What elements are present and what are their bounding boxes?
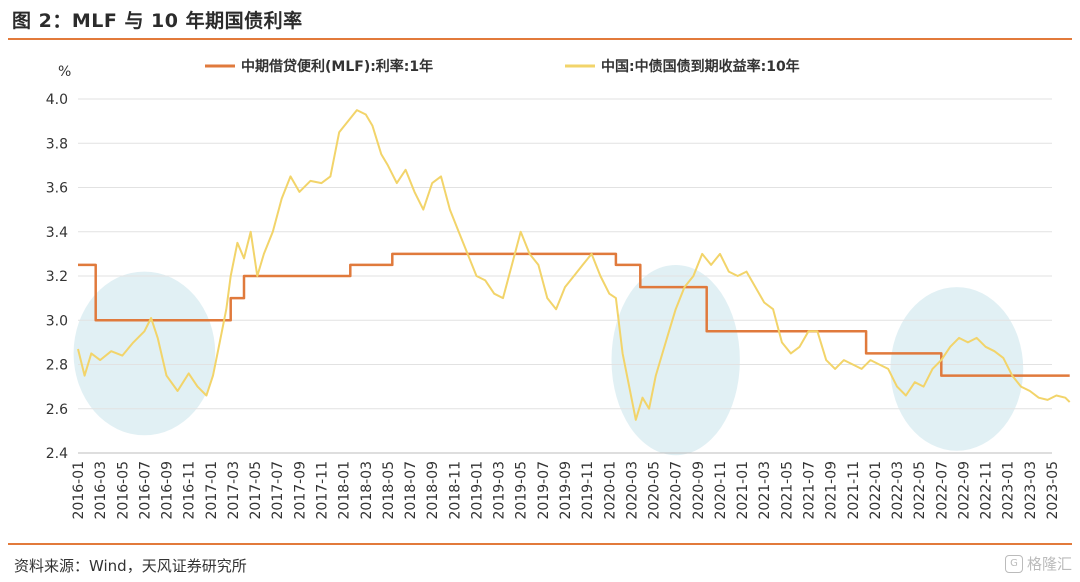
x-tick-label: 2022-09 (956, 461, 972, 520)
y-tick-label: 3.8 (46, 136, 68, 152)
y-tick-label: 3.4 (46, 225, 68, 241)
bottom-rule (8, 543, 1072, 545)
x-tick-label: 2016-09 (160, 461, 176, 520)
x-tick-label: 2020-07 (669, 461, 685, 520)
x-tick-label: 2017-09 (292, 461, 308, 520)
x-tick-label: 2018-01 (337, 461, 353, 520)
figure-title: 图 2：MLF 与 10 年期国债利率 (12, 10, 303, 32)
top-rule (8, 38, 1072, 40)
x-tick-label: 2020-11 (713, 461, 729, 520)
x-tick-label: 2022-07 (934, 461, 950, 520)
x-tick-label: 2016-07 (137, 461, 153, 520)
x-tick-label: 2017-01 (204, 461, 220, 520)
x-tick-label: 2018-05 (381, 461, 397, 520)
y-tick-label: 2.4 (46, 446, 68, 462)
x-tick-label: 2020-03 (624, 461, 640, 520)
y-axis-label: % (58, 64, 71, 80)
x-tick-label: 2021-11 (846, 461, 862, 520)
x-tick-label: 2020-01 (602, 461, 618, 520)
x-tick-label: 2021-05 (779, 461, 795, 520)
x-tick-label: 2021-09 (824, 461, 840, 520)
x-tick-label: 2021-07 (802, 461, 818, 520)
x-tick-label: 2022-11 (979, 461, 995, 520)
x-tick-label: 2020-05 (647, 461, 663, 520)
x-tick-label: 2017-07 (270, 461, 286, 520)
x-tick-label: 2021-01 (735, 461, 751, 520)
legend-label-0: 中期借贷便利(MLF):利率:1年 (241, 58, 433, 75)
x-tick-label: 2020-09 (691, 461, 707, 520)
x-tick-label: 2016-05 (115, 461, 131, 520)
y-tick-label: 3.6 (46, 181, 68, 197)
x-tick-label: 2022-05 (912, 461, 928, 520)
source-note: 资料来源：Wind，天风证券研究所 (14, 557, 247, 575)
x-tick-label: 2022-03 (890, 461, 906, 520)
x-tick-label: 2017-03 (226, 461, 242, 520)
x-tick-label: 2019-03 (492, 461, 508, 520)
x-tick-label: 2023-01 (1001, 461, 1017, 520)
x-tick-label: 2023-03 (1023, 461, 1039, 520)
y-tick-label: 4.0 (46, 92, 68, 108)
x-tick-label: 2018-09 (425, 461, 441, 520)
x-tick-label: 2018-11 (447, 461, 463, 520)
x-tick-label: 2018-07 (403, 461, 419, 520)
y-tick-label: 2.8 (46, 358, 68, 374)
legend-label-1: 中国:中债国债到期收益率:10年 (601, 58, 800, 75)
watermark: G 格隆汇 (1004, 553, 1072, 574)
highlight-ellipse-1 (611, 264, 740, 456)
x-tick-label: 2016-01 (71, 461, 87, 520)
x-tick-label: 2022-01 (868, 461, 884, 520)
chart: 4.0 3.8 3.6 3.4 3.2 3.0 2.8 2.6 2.4% 2016-01 2016-… (46, 58, 1071, 520)
highlight-ellipse-0 (73, 271, 216, 436)
x-tick-label: 2023-05 (1045, 461, 1061, 520)
highlight-ellipse-2 (890, 287, 1024, 451)
x-tick-label: 2019-05 (514, 461, 530, 520)
bond-yield-line (77, 109, 1071, 421)
x-tick-label: 2019-07 (536, 461, 552, 520)
x-tick-label: 2016-11 (182, 461, 198, 520)
mlf-rate-line (78, 252, 1070, 377)
watermark-icon: G (1004, 554, 1023, 573)
y-tick-label: 3.2 (46, 269, 68, 285)
x-tick-label: 2017-11 (315, 461, 331, 520)
x-tick-label: 2019-11 (580, 461, 596, 520)
x-tick-label: 2019-09 (558, 461, 574, 520)
y-tick-label: 2.6 (46, 402, 68, 418)
x-tick-label: 2016-03 (93, 461, 109, 520)
x-tick-label: 2021-03 (757, 461, 773, 520)
x-tick-label: 2019-01 (469, 461, 485, 520)
watermark-text: 格隆汇 (1026, 555, 1072, 573)
x-tick-label: 2018-03 (359, 461, 375, 520)
x-tick-label: 2017-05 (248, 461, 264, 520)
y-tick-label: 3.0 (46, 313, 68, 329)
